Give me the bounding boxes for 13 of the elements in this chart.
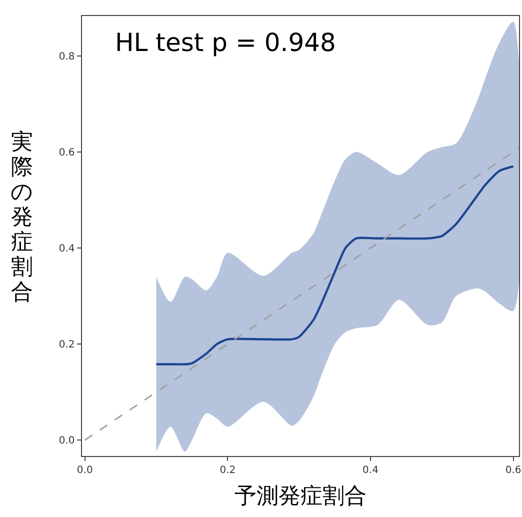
- x-tick-label: 0.2: [220, 465, 236, 476]
- x-tick-label: 0.4: [362, 465, 378, 476]
- x-tick-label: 0.6: [505, 465, 522, 476]
- x-tick-label: 0.0: [76, 465, 93, 476]
- y-tick-label: 0.6: [58, 147, 75, 158]
- y-tick-label: 0.0: [58, 436, 75, 447]
- y-tick-label: 0.2: [58, 340, 75, 351]
- annotation: HL test p = 0.948: [115, 28, 336, 57]
- y-tick-label: 0.8: [58, 51, 75, 62]
- x-axis-title: 予測発症割合: [234, 484, 366, 509]
- y-tick-label: 0.4: [58, 244, 75, 255]
- y-axis-title: 実際の発症割合: [10, 130, 34, 305]
- line-series: [155, 165, 514, 366]
